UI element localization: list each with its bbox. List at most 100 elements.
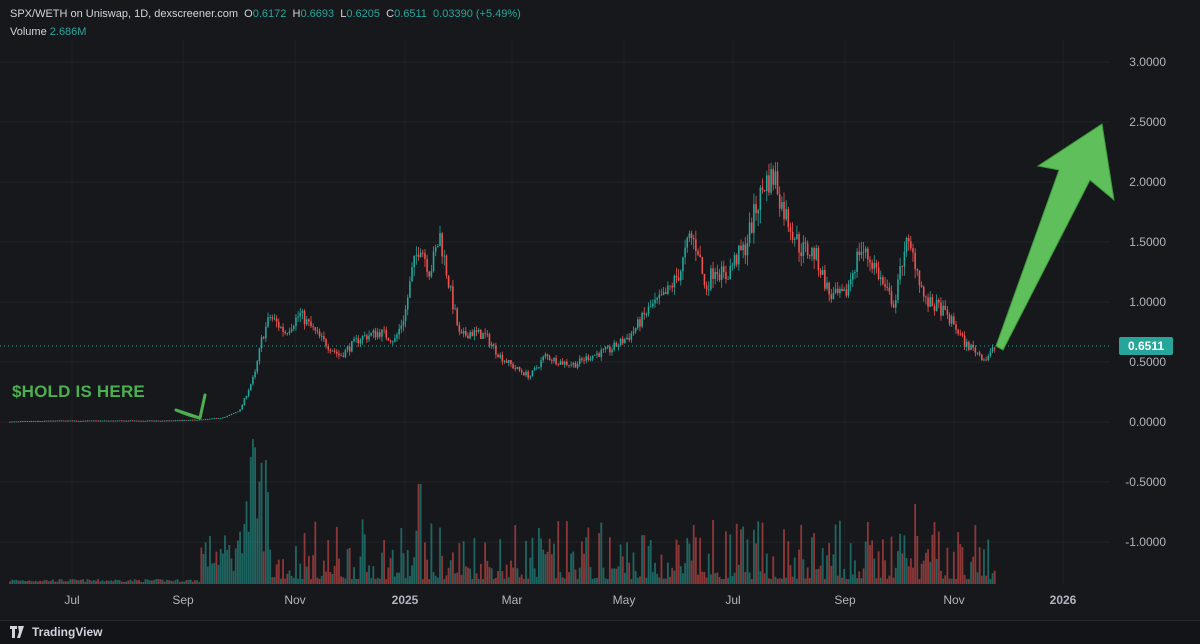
candle-body bbox=[499, 354, 501, 358]
volume-bar bbox=[780, 578, 783, 584]
volume-bar bbox=[376, 577, 379, 584]
candle-body bbox=[538, 367, 540, 368]
volume-bar bbox=[746, 539, 749, 584]
candle-body bbox=[422, 252, 424, 254]
candle-body bbox=[125, 420, 127, 422]
candle-body bbox=[54, 420, 56, 422]
candle-body bbox=[834, 288, 837, 293]
candle-body bbox=[701, 257, 704, 274]
candle-body bbox=[62, 420, 65, 422]
candle-body bbox=[684, 247, 686, 258]
volume-bar bbox=[879, 577, 882, 584]
volume-bar bbox=[501, 571, 504, 584]
volume-bar bbox=[318, 578, 321, 584]
candle-body bbox=[778, 194, 781, 209]
candle-body bbox=[510, 360, 512, 365]
volume-bar bbox=[312, 555, 315, 584]
candle-body bbox=[798, 234, 800, 253]
candle-body bbox=[288, 331, 291, 334]
volume-bar bbox=[90, 580, 93, 584]
candle-body bbox=[875, 263, 878, 268]
volume-bar bbox=[185, 580, 188, 584]
volume-bar bbox=[127, 580, 130, 584]
volume-bar bbox=[944, 575, 947, 584]
volume-bar bbox=[452, 552, 454, 584]
candle-body bbox=[432, 251, 435, 272]
candle-body bbox=[501, 354, 504, 362]
volume-bar bbox=[146, 579, 149, 584]
candle-body bbox=[630, 333, 633, 340]
candle-body bbox=[305, 319, 308, 325]
tradingview-logo[interactable]: TradingView bbox=[10, 625, 102, 639]
volume-bar bbox=[987, 539, 990, 584]
volume-bar bbox=[890, 536, 893, 584]
volume-bar bbox=[252, 439, 254, 584]
candle-body bbox=[430, 271, 433, 277]
candle-body bbox=[325, 339, 327, 347]
candle-body bbox=[17, 421, 20, 423]
volume-bar bbox=[793, 557, 796, 584]
volume-bar bbox=[490, 568, 493, 584]
candle-body bbox=[619, 338, 622, 346]
volume-bar bbox=[301, 578, 304, 584]
volume-bar bbox=[221, 553, 224, 584]
volume-bar bbox=[866, 521, 869, 584]
candle-body bbox=[426, 258, 428, 272]
volume-bar bbox=[131, 581, 134, 584]
candle-body bbox=[680, 271, 682, 281]
candle-body bbox=[871, 262, 873, 269]
volume-bar bbox=[783, 529, 785, 584]
candle-body bbox=[228, 414, 231, 416]
volume-bar bbox=[469, 568, 471, 584]
volume-bar bbox=[30, 581, 33, 584]
volume-bar bbox=[854, 560, 856, 584]
volume-bar bbox=[525, 540, 527, 584]
volume-bar bbox=[965, 578, 968, 584]
candle-body bbox=[308, 319, 310, 322]
volume-bar bbox=[710, 574, 712, 584]
candle-body bbox=[529, 376, 532, 378]
volume-bar bbox=[701, 571, 704, 584]
candle-body bbox=[161, 420, 164, 422]
candle-body bbox=[907, 237, 910, 242]
volume-bar bbox=[482, 578, 484, 584]
candle-body bbox=[800, 252, 802, 257]
candle-body bbox=[821, 270, 824, 275]
candle-body bbox=[151, 420, 153, 422]
volume-bar bbox=[520, 574, 523, 584]
candle-body bbox=[230, 413, 233, 415]
volume-bar bbox=[477, 578, 480, 584]
candle-body bbox=[344, 349, 347, 357]
volume-bar bbox=[34, 580, 37, 584]
volume-bar bbox=[404, 578, 407, 584]
volume-bar bbox=[978, 547, 981, 584]
volume-bar bbox=[75, 579, 78, 584]
candle-body bbox=[766, 175, 768, 192]
candle-body bbox=[293, 326, 295, 329]
volume-bar bbox=[540, 538, 542, 584]
candle-body bbox=[443, 255, 446, 257]
volume-bar bbox=[387, 567, 390, 584]
candle-body bbox=[187, 419, 190, 421]
candle-body bbox=[198, 419, 200, 421]
candle-body bbox=[222, 417, 224, 419]
volume-bar bbox=[785, 577, 788, 584]
volume-bar bbox=[275, 564, 278, 584]
volume-bar bbox=[583, 553, 585, 584]
candle-body bbox=[793, 239, 796, 241]
volume-bar bbox=[359, 556, 362, 584]
candle-body bbox=[357, 338, 360, 344]
volume-bar bbox=[727, 577, 729, 584]
volume-bar bbox=[901, 553, 904, 584]
candle-body bbox=[544, 354, 547, 357]
candle-body bbox=[449, 286, 452, 288]
volume-bar bbox=[378, 578, 381, 584]
candle-body bbox=[508, 360, 510, 363]
candle-body bbox=[303, 310, 306, 325]
candle-body bbox=[664, 292, 667, 294]
candle-body bbox=[146, 420, 149, 422]
volume-bar bbox=[445, 575, 448, 584]
candle-body bbox=[811, 248, 813, 257]
volume-bar bbox=[645, 577, 648, 584]
